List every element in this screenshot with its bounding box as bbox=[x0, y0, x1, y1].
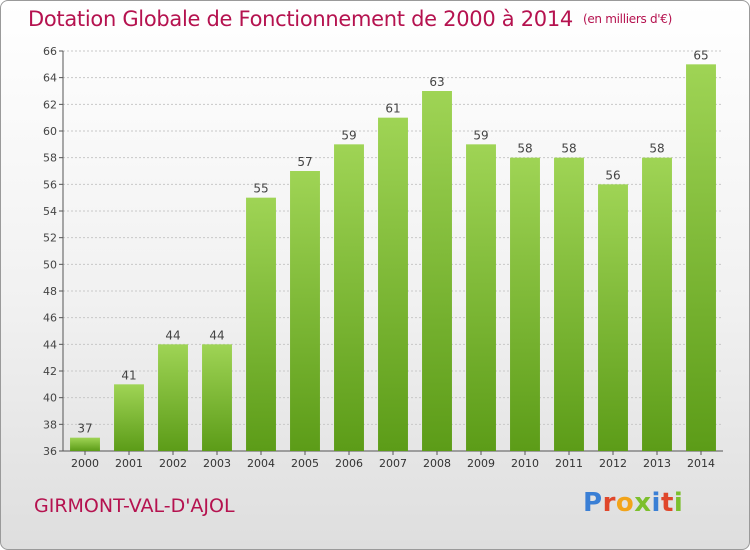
bar-2013 bbox=[642, 157, 672, 451]
chart-title: Dotation Globale de Fonctionnement de 20… bbox=[28, 7, 672, 31]
bar-2007 bbox=[378, 117, 408, 452]
x-tick-label: 2003 bbox=[203, 457, 231, 470]
unit-label: (en milliers d'€) bbox=[582, 12, 672, 26]
x-tick-label: 2011 bbox=[555, 457, 583, 470]
value-label: 65 bbox=[693, 48, 708, 62]
bar-2008 bbox=[422, 91, 452, 451]
y-tick-label: 38 bbox=[43, 418, 57, 431]
value-label: 59 bbox=[473, 128, 488, 142]
value-label: 58 bbox=[517, 142, 532, 156]
title-text: Dotation Globale de Fonctionnement de 20… bbox=[28, 7, 573, 31]
bar-2014 bbox=[686, 64, 716, 452]
commune-name: GIRMONT-VAL-D'AJOL bbox=[34, 495, 235, 517]
y-tick-label: 48 bbox=[43, 285, 57, 298]
bars bbox=[70, 64, 716, 452]
value-label: 41 bbox=[121, 368, 136, 382]
y-tick-label: 46 bbox=[43, 312, 57, 325]
y-tick-label: 56 bbox=[43, 178, 57, 191]
y-tick-label: 62 bbox=[43, 98, 57, 111]
bar-2011 bbox=[554, 157, 584, 451]
value-label: 55 bbox=[253, 182, 268, 196]
bar-2003 bbox=[202, 344, 232, 451]
x-tick-label: 2013 bbox=[643, 457, 671, 470]
x-tick-label: 2005 bbox=[291, 457, 319, 470]
x-tick-label: 2009 bbox=[467, 457, 495, 470]
y-tick-label: 44 bbox=[43, 338, 57, 351]
value-label: 44 bbox=[165, 328, 180, 342]
logo-letter: t bbox=[660, 488, 674, 518]
value-label: 61 bbox=[385, 102, 400, 116]
bar-2009 bbox=[466, 144, 496, 452]
x-tick-label: 2006 bbox=[335, 457, 363, 470]
value-label: 56 bbox=[605, 168, 620, 182]
x-tick-label: 2004 bbox=[247, 457, 275, 470]
x-tick-label: 2014 bbox=[687, 457, 715, 470]
x-tick-label: 2002 bbox=[159, 457, 187, 470]
bar-2004 bbox=[246, 197, 276, 451]
value-labels: 37 41 44 44 55 57 59 61 63 59 58 58 56 58 65 bbox=[77, 48, 708, 435]
y-tick-label: 60 bbox=[43, 125, 57, 138]
axes: 36 38 40 42 44 46 48 50 52 54 56 58 60 62 64 66 2000 2001… bbox=[43, 45, 723, 470]
value-label: 44 bbox=[209, 328, 224, 342]
bar-2002 bbox=[158, 344, 188, 451]
value-label: 63 bbox=[429, 75, 444, 89]
x-tick-label: 2012 bbox=[599, 457, 627, 470]
proxiti-logo: Proxiti bbox=[583, 488, 683, 518]
value-label: 37 bbox=[77, 422, 92, 436]
bar-2005 bbox=[290, 171, 320, 451]
value-label: 57 bbox=[297, 155, 312, 169]
x-tick-label: 2010 bbox=[511, 457, 539, 470]
bar-2000 bbox=[70, 437, 100, 451]
y-tick-label: 58 bbox=[43, 152, 57, 165]
bar-2001 bbox=[114, 384, 144, 451]
x-tick-label: 2001 bbox=[115, 457, 143, 470]
logo-letter: i bbox=[673, 488, 684, 518]
y-tick-label: 40 bbox=[43, 392, 57, 405]
bar-2010 bbox=[510, 157, 540, 451]
x-tick-label: 2008 bbox=[423, 457, 451, 470]
value-label: 59 bbox=[341, 128, 356, 142]
y-tick-label: 66 bbox=[43, 45, 57, 58]
y-tick-label: 64 bbox=[43, 72, 57, 85]
value-label: 58 bbox=[561, 142, 576, 156]
x-tick-label: 2007 bbox=[379, 457, 407, 470]
y-tick-label: 36 bbox=[43, 445, 57, 458]
logo-letter: P bbox=[583, 488, 603, 518]
y-tick-label: 54 bbox=[43, 205, 57, 218]
logo-letter: x bbox=[634, 488, 652, 518]
value-label: 58 bbox=[649, 142, 664, 156]
logo-letter: i bbox=[651, 488, 661, 518]
y-tick-label: 42 bbox=[43, 365, 57, 378]
bar-2006 bbox=[334, 144, 364, 452]
y-tick-label: 52 bbox=[43, 232, 57, 245]
logo-letter: r bbox=[602, 488, 616, 518]
bar-2012 bbox=[598, 184, 628, 452]
y-tick-label: 50 bbox=[43, 258, 57, 271]
x-tick-label: 2000 bbox=[71, 457, 99, 470]
logo-letter: o bbox=[615, 488, 635, 518]
